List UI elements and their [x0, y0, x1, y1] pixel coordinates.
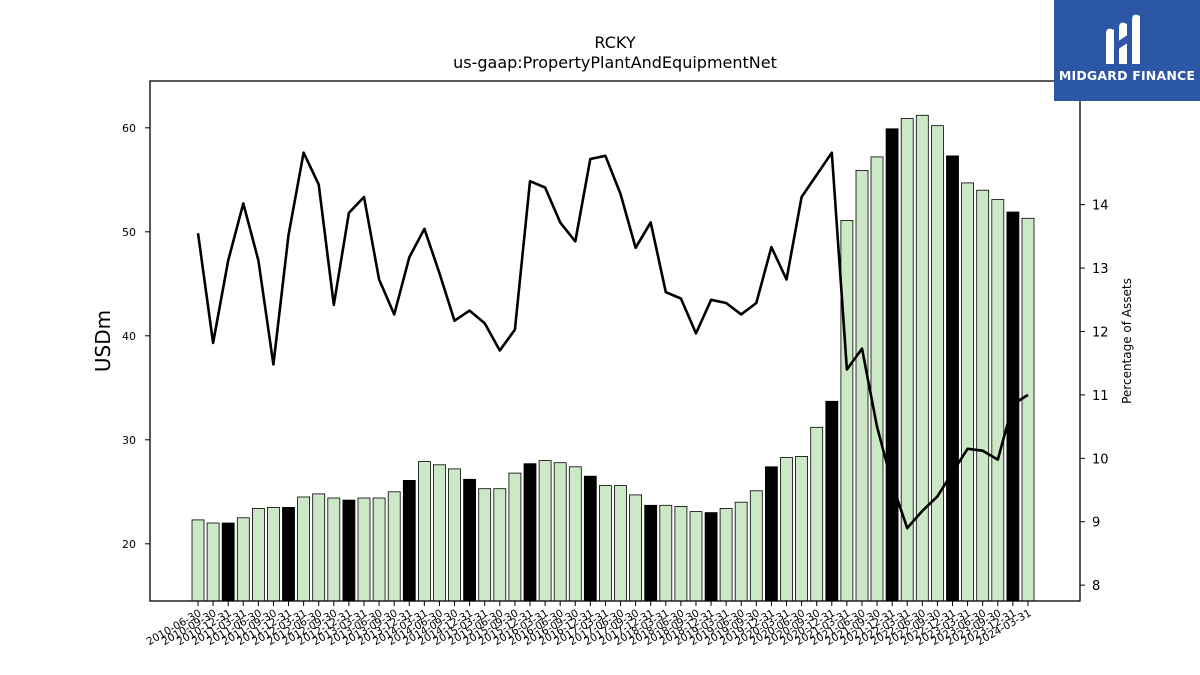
y-tick-label: 30: [122, 434, 136, 447]
bar-2012-06-30: [312, 493, 326, 602]
bar-2024-03-31: [1021, 217, 1035, 602]
y2-tick-label: 12: [1092, 325, 1109, 340]
bar-2017-06-30: [614, 485, 627, 602]
bar-2017-12-31: [644, 504, 658, 602]
bar-2019-09-30: [749, 490, 763, 602]
bar-2013-06-30: [372, 497, 386, 602]
bar-2023-09-30: [991, 199, 1005, 602]
bar-2018-03-31: [659, 504, 673, 602]
line-series: [196, 151, 1029, 530]
bar-2018-06-30: [674, 505, 688, 602]
y-tick-label: 60: [122, 122, 136, 135]
bar-2012-12-31: [342, 499, 356, 602]
bar-2015-09-30: [508, 472, 522, 602]
bar-2014-06-30: [432, 464, 446, 602]
bar-2016-12-31: [583, 475, 597, 602]
bar-2021-12-31: [885, 128, 899, 602]
y-tick-label: 50: [122, 226, 136, 239]
x-axis: 2010-06-302010-09-302010-12-312011-03-31…: [145, 601, 1034, 648]
brand-logo: MIDGARD FINANCE: [1054, 0, 1200, 101]
bar-2018-09-30: [689, 511, 703, 602]
y2-tick-label: 14: [1092, 199, 1109, 214]
percentage-line: [196, 151, 1029, 530]
bar-2018-12-31: [704, 512, 718, 602]
logo-text: MIDGARD FINANCE: [1058, 68, 1196, 83]
bar-2021-09-30: [870, 156, 884, 602]
bar-2011-09-30: [266, 506, 280, 602]
y-tick-label: 20: [122, 538, 136, 551]
bar-2017-09-30: [629, 494, 642, 602]
bar-2010-12-31: [221, 522, 235, 602]
bar-2021-03-31: [840, 219, 854, 602]
bar-2014-09-30: [448, 468, 461, 602]
bar-2012-03-31: [297, 496, 311, 602]
bar-2021-06-30: [855, 169, 869, 602]
bar-2020-06-30: [795, 455, 808, 602]
bar-2010-06-30: [191, 519, 205, 602]
chart-subtitle: us-gaap:PropertyPlantAndEquipmentNet: [453, 53, 777, 72]
y2-tick-label: 8: [1092, 579, 1100, 594]
plot-frame: [149, 80, 1081, 602]
bar-2022-06-30: [915, 114, 929, 602]
bar-2020-03-31: [780, 457, 793, 602]
y2-tick-label: 10: [1092, 452, 1109, 467]
bar-2023-06-30: [976, 189, 990, 602]
bar-2019-03-31: [719, 507, 733, 602]
y2-tick-label: 9: [1092, 516, 1100, 531]
bar-2019-06-30: [734, 501, 748, 602]
bar-2010-09-30: [206, 522, 220, 602]
bar-2015-12-31: [523, 463, 537, 602]
bar-2013-12-31: [402, 479, 416, 602]
right-axis: 8 9 10 11 12 13 14: [1080, 199, 1109, 594]
bar-2013-09-30: [387, 491, 401, 602]
chart-title: RCKY: [594, 33, 635, 52]
bar-2016-09-30: [568, 466, 582, 602]
y-axis-label: USDm: [91, 310, 115, 372]
logo-mark-icon: [1106, 14, 1140, 65]
left-axis: 20 30 40 50 60: [122, 122, 150, 551]
bar-2015-03-31: [478, 488, 492, 602]
bar-2011-06-30: [251, 507, 265, 602]
bar-2012-09-30: [327, 497, 341, 602]
y2-tick-label: 11: [1092, 389, 1109, 404]
bar-2022-12-31: [946, 155, 959, 602]
y-tick-label: 40: [122, 330, 136, 343]
bar-2017-03-31: [599, 485, 612, 602]
y2-axis-label: Percentage of Assets: [1120, 278, 1134, 404]
y2-tick-label: 13: [1092, 262, 1109, 277]
bar-2019-12-31: [765, 466, 778, 602]
bar-2015-06-30: [493, 488, 507, 602]
bar-2016-06-30: [553, 462, 567, 602]
bar-2013-03-31: [357, 497, 371, 602]
bar-2014-03-31: [417, 461, 431, 602]
bar-2011-12-31: [282, 506, 295, 602]
bar-2014-12-31: [463, 478, 477, 602]
bar-2020-12-31: [825, 400, 839, 602]
bar-2016-03-31: [538, 460, 552, 602]
bar-2011-03-31: [236, 517, 250, 602]
bar-2023-03-31: [961, 182, 974, 602]
bar-2020-09-30: [810, 426, 824, 602]
bar-2022-09-30: [931, 125, 944, 602]
